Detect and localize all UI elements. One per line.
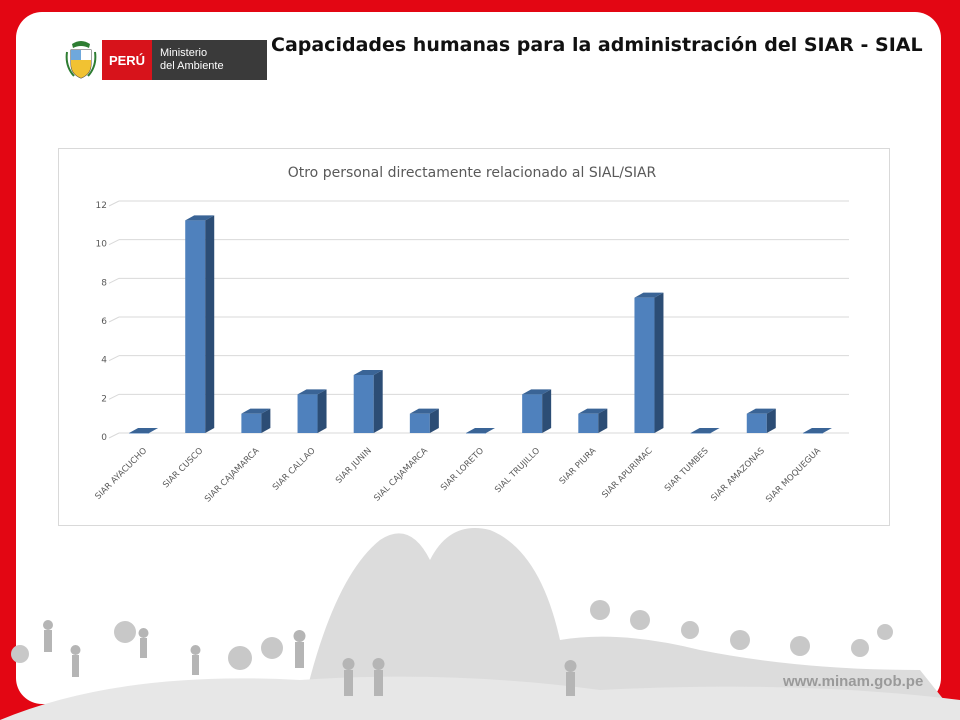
logo-ministry-label: Ministerio del Ambiente [152, 40, 267, 80]
x-tick-label: SIAR LORETO [439, 446, 486, 493]
x-tick-label: SIAR AYACUCHO [93, 446, 149, 502]
x-tick-label: SIAR JUNIN [334, 446, 374, 486]
bar-front [466, 433, 486, 434]
bar-side [654, 292, 664, 433]
bar [185, 215, 215, 433]
bar [297, 389, 327, 433]
x-tick-label: SIAL TRUJILLO [493, 446, 542, 495]
gridline-depth [108, 277, 120, 284]
logo-ministry-line1: Ministerio [160, 47, 208, 59]
y-tick-label: 2 [101, 394, 107, 404]
x-tick-label: SIAR CUSCO [161, 446, 205, 490]
footer-illustration [0, 528, 960, 720]
gridline-depth [108, 393, 120, 400]
bar-top [466, 428, 495, 433]
bar-side [261, 408, 271, 433]
chart-title: Otro personal directamente relacionado a… [288, 165, 657, 181]
page-title: Capacidades humanas para la administraci… [271, 34, 923, 56]
bar [578, 408, 608, 433]
x-tick-label: SIAR CALLAO [271, 446, 318, 493]
bar [802, 428, 832, 434]
bar-top [634, 292, 664, 298]
bar-top [746, 408, 776, 414]
bar-side [317, 389, 327, 433]
x-tick-label: SIAR PIURA [558, 446, 599, 487]
bar-side [542, 389, 552, 433]
bar [466, 428, 495, 434]
bar [353, 370, 383, 433]
x-tick-label: SIAL CAJAMARCA [372, 446, 430, 504]
x-tick-label: SIAR TUMBES [663, 446, 711, 494]
bar [746, 408, 776, 433]
y-tick-label: 10 [96, 240, 108, 250]
bar-top [353, 370, 383, 375]
footer-url[interactable]: www.minam.gob.pe [783, 673, 924, 690]
bar [634, 292, 664, 433]
gridline-depth [108, 355, 120, 362]
bar-front [241, 413, 262, 433]
x-tick-label: SIAR APURIMAC [600, 446, 654, 500]
bar-front [353, 375, 374, 433]
bar-side [766, 408, 776, 433]
x-tick-label: SIAR CAJAMARCA [203, 446, 262, 505]
y-tick-label: 12 [96, 201, 107, 211]
bar-front [409, 413, 430, 433]
bar-side [598, 408, 608, 433]
bar-top [522, 389, 552, 395]
bar-side [205, 215, 215, 433]
gridline-depth [108, 432, 120, 439]
y-tick-label: 0 [101, 433, 107, 443]
bar-top [578, 408, 608, 414]
bar [129, 428, 159, 434]
bar-top [185, 215, 215, 221]
bar-front [746, 413, 767, 433]
peru-crest-icon [65, 41, 97, 79]
gridline-depth [108, 239, 120, 246]
bar [241, 408, 271, 433]
bar-side [429, 408, 439, 433]
bar-top [802, 428, 832, 433]
bar-top [129, 428, 159, 433]
bar-top [241, 408, 271, 414]
minam-logo: PERÚ Ministerio del Ambiente [64, 38, 271, 82]
bar-front [185, 220, 206, 433]
bar [522, 389, 552, 433]
x-tick-label: SIAR AMAZONAS [709, 446, 767, 504]
gridline-depth [108, 316, 120, 323]
logo-ministry-line2: del Ambiente [160, 60, 224, 72]
bar-front [802, 433, 823, 434]
gridline-depth [108, 200, 120, 207]
bar-side [373, 370, 383, 433]
bar-front [578, 413, 599, 433]
bar-front [522, 394, 543, 433]
bar-front [634, 297, 655, 433]
bar-top [409, 408, 439, 414]
y-tick-label: 8 [101, 278, 107, 288]
bar-front [297, 394, 318, 433]
y-tick-label: 4 [101, 356, 107, 366]
bar-front [129, 433, 150, 434]
y-tick-label: 6 [101, 317, 107, 327]
bar-chart: Otro personal directamente relacionado a… [93, 165, 849, 505]
bar-top [297, 389, 327, 395]
bar [409, 408, 439, 433]
x-tick-label: SIAR MOQUEGUA [764, 446, 823, 505]
bar [690, 428, 720, 434]
bar-top [690, 428, 720, 433]
chart-frame: Otro personal directamente relacionado a… [58, 148, 890, 526]
logo-country-label: PERÚ [102, 40, 152, 80]
bar-front [690, 433, 711, 434]
